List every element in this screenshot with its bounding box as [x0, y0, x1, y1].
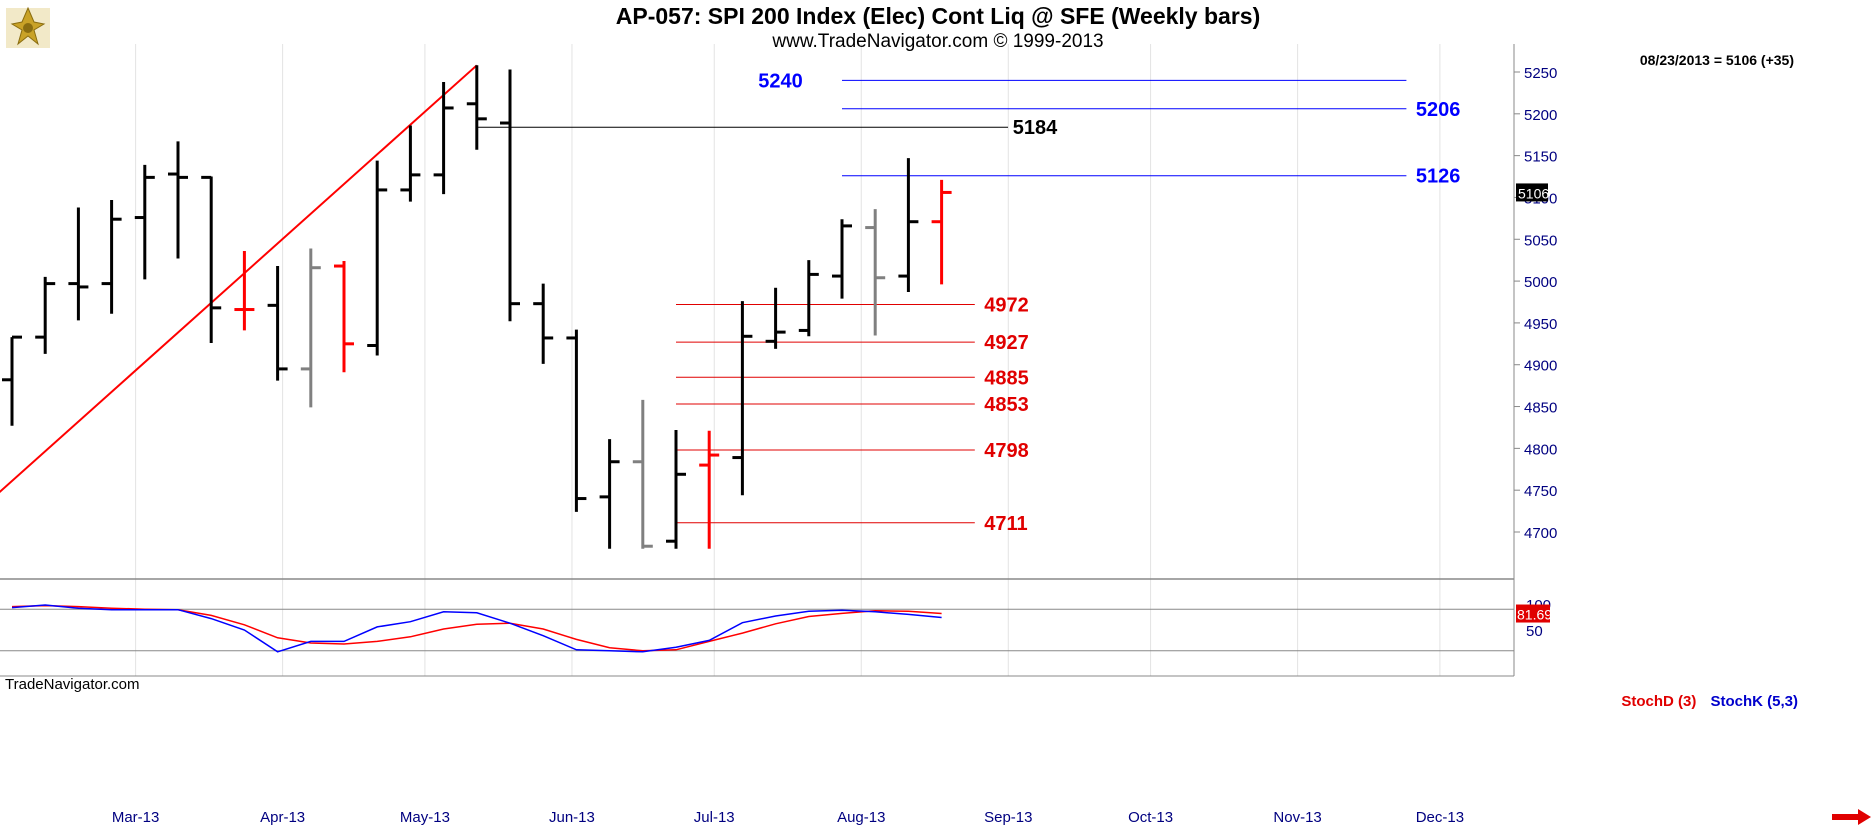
chart-title: AP-057: SPI 200 Index (Elec) Cont Liq @ … — [615, 3, 1261, 29]
ohlc-bar — [168, 141, 188, 259]
ohlc-bar — [300, 248, 321, 408]
ohlc-bar — [765, 287, 786, 349]
ohlc-bar — [334, 261, 354, 373]
axes: 4700475048004850490049505000505051005150… — [112, 65, 1558, 826]
x-tick-label: Sep-13 — [984, 809, 1032, 826]
y-tick-label: 4700 — [1524, 525, 1557, 542]
stoch-line-k — [11, 604, 942, 653]
level-label-5184: 5184 — [1013, 117, 1058, 139]
ohlc-bar — [433, 82, 454, 195]
y-tick-label: 4850 — [1524, 400, 1557, 417]
x-tick-label: Jul-13 — [694, 809, 735, 826]
level-label-5240: 5240 — [758, 70, 803, 92]
watermark: TradeNavigator.com — [5, 676, 140, 693]
x-tick-label: Nov-13 — [1273, 809, 1321, 826]
ohlc-bar — [68, 207, 89, 321]
y-tick-label: 5200 — [1524, 107, 1557, 124]
legend-stochk: StochK (5,3) — [1710, 693, 1798, 710]
ohlc-bar — [832, 219, 852, 299]
ohlc-bar — [201, 175, 222, 343]
level-label-4927: 4927 — [984, 332, 1028, 354]
y-tick-label: 5250 — [1524, 65, 1557, 82]
level-label-5206: 5206 — [1416, 99, 1461, 121]
y-tick-label: 4950 — [1524, 316, 1557, 333]
last-price-stamp: 08/23/2013 = 5106 (+35) — [1639, 52, 1794, 68]
trendline — [0, 64, 478, 494]
x-tick-label: Apr-13 — [260, 809, 305, 826]
y-tick-label: 5000 — [1524, 274, 1557, 291]
ohlc-bar — [632, 399, 653, 549]
ohlc-bar — [666, 429, 686, 549]
last-price-label: 5106 — [1518, 185, 1549, 201]
level-label-4972: 4972 — [984, 295, 1028, 317]
ohlc-bar — [931, 179, 952, 285]
ohlc-bar — [533, 283, 554, 364]
ohlc-bar — [566, 329, 587, 512]
stoch-last-label: 81.69 — [1517, 607, 1552, 623]
trendline-layer — [0, 64, 478, 494]
ohlc-bar — [234, 250, 255, 331]
level-label-4798: 4798 — [984, 440, 1028, 462]
logo-icon — [6, 6, 50, 48]
x-tick-label: Mar-13 — [112, 809, 160, 826]
chart-subtitle: www.TradeNavigator.com © 1999-2013 — [772, 31, 1104, 52]
legend-stochd: StochD (3) — [1621, 693, 1697, 710]
level-label-5126: 5126 — [1416, 166, 1461, 188]
y-tick-label: 4800 — [1524, 441, 1557, 458]
ohlc-bar — [367, 160, 388, 356]
stochastic-panel: 5010081.69 — [0, 597, 1552, 653]
ohlc-bar — [699, 430, 720, 549]
ohlc-bar — [466, 65, 487, 150]
ohlc-bar — [400, 125, 421, 202]
ohlc-bar — [2, 335, 22, 426]
y-tick-label: 4750 — [1524, 483, 1557, 500]
ohlc-bar — [798, 260, 819, 337]
ohlc-bar — [898, 158, 919, 292]
scroll-right-arrow-icon[interactable] — [1832, 808, 1872, 826]
chart-frame — [0, 0, 1876, 677]
grid — [135, 44, 1441, 676]
ohlc-bar — [500, 69, 520, 322]
price-bars — [2, 65, 952, 549]
ohlc-bar — [599, 439, 620, 549]
x-tick-label: Dec-13 — [1416, 809, 1464, 826]
ohlc-bar — [134, 164, 155, 280]
y-tick-label: 5150 — [1524, 149, 1557, 166]
x-tick-label: Oct-13 — [1128, 809, 1173, 826]
stochastic-legend: StochD (3) StochK (5,3) — [1621, 693, 1798, 710]
ohlc-bar — [267, 266, 288, 381]
y-tick-label: 5050 — [1524, 232, 1557, 249]
header-band — [0, 0, 1876, 44]
level-label-4711: 4711 — [984, 513, 1027, 535]
ohlc-bar — [865, 209, 886, 336]
level-label-4853: 4853 — [984, 394, 1028, 416]
x-tick-label: May-13 — [400, 809, 450, 826]
last-price-box — [1516, 183, 1548, 202]
x-tick-label: Aug-13 — [837, 809, 885, 826]
ohlc-bar — [732, 301, 753, 496]
y-tick-label: 4900 — [1524, 358, 1557, 375]
price-levels: 5240 5206 5184 5126 4972 4927 4885 4853 4798 4711 — [476, 70, 1461, 535]
ohlc-bar — [101, 199, 122, 314]
level-label-4885: 4885 — [984, 367, 1028, 389]
stoch-y-tick-label: 50 — [1526, 623, 1543, 640]
ohlc-bar — [35, 276, 56, 354]
x-tick-label: Jun-13 — [549, 809, 595, 826]
stoch-last-box — [1516, 604, 1550, 623]
